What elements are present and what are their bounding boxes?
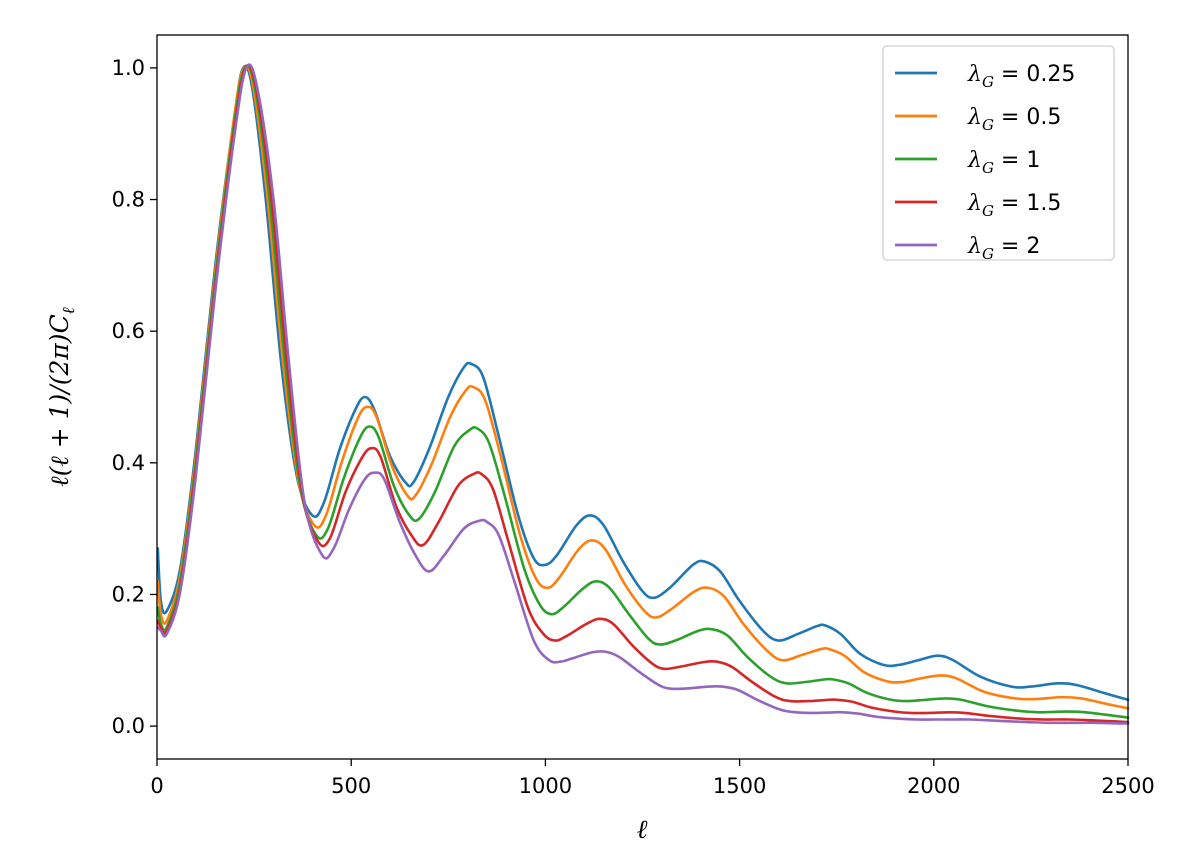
- plot-lines: [156, 63, 1130, 725]
- y-tick-label: 0.4: [112, 451, 145, 475]
- x-tick-label: 1500: [713, 774, 766, 798]
- x-tick-label: 0: [150, 774, 163, 798]
- series-line-5: [156, 63, 1130, 725]
- legend-label: λG = 1.5: [967, 191, 1061, 220]
- x-tick-label: 2500: [1101, 774, 1154, 798]
- legend-label: λG = 1: [967, 148, 1040, 177]
- y-axis-ticks: 0.0 0.2 0.4 0.6 0.8 1.0: [112, 56, 157, 738]
- x-axis-ticks: 0 500 1000 1500 2000 2500: [150, 759, 1155, 798]
- legend-entries: λG = 0.25 λG = 0.5 λG = 1 λG = 1.5 λG = 2: [895, 62, 1075, 263]
- y-axis-label-group: ℓ(ℓ + 1)/(2π)Cℓ: [45, 307, 79, 487]
- y-tick-label: 0.8: [112, 188, 145, 212]
- x-tick-label: 2000: [907, 774, 960, 798]
- x-tick-label: 500: [331, 774, 371, 798]
- legend: λG = 0.25 λG = 0.5 λG = 1 λG = 1.5 λG = 2: [882, 45, 1115, 263]
- series-line-4: [156, 63, 1130, 724]
- series-line-1: [156, 64, 1130, 702]
- y-tick-label: 0.0: [112, 714, 145, 738]
- x-tick-label: 1000: [519, 774, 572, 798]
- y-tick-label: 1.0: [112, 56, 145, 80]
- series-line-3: [156, 64, 1130, 719]
- legend-label: λG = 0.25: [967, 62, 1075, 91]
- y-axis-label: ℓ(ℓ + 1)/(2π)Cℓ: [45, 307, 79, 487]
- series-line-2: [156, 64, 1130, 710]
- y-axis-label-subscript: ℓ: [59, 307, 79, 314]
- legend-box: [882, 45, 1115, 261]
- y-tick-label: 0.6: [112, 319, 145, 343]
- plot-frame: [156, 34, 1129, 760]
- legend-label: λG = 2: [967, 234, 1040, 263]
- y-tick-label: 0.2: [112, 582, 145, 606]
- x-axis-label: ℓ: [637, 815, 648, 845]
- legend-label: λG = 0.5: [967, 105, 1061, 134]
- y-axis-label-main: ℓ(ℓ + 1)/(2π)C: [45, 314, 74, 486]
